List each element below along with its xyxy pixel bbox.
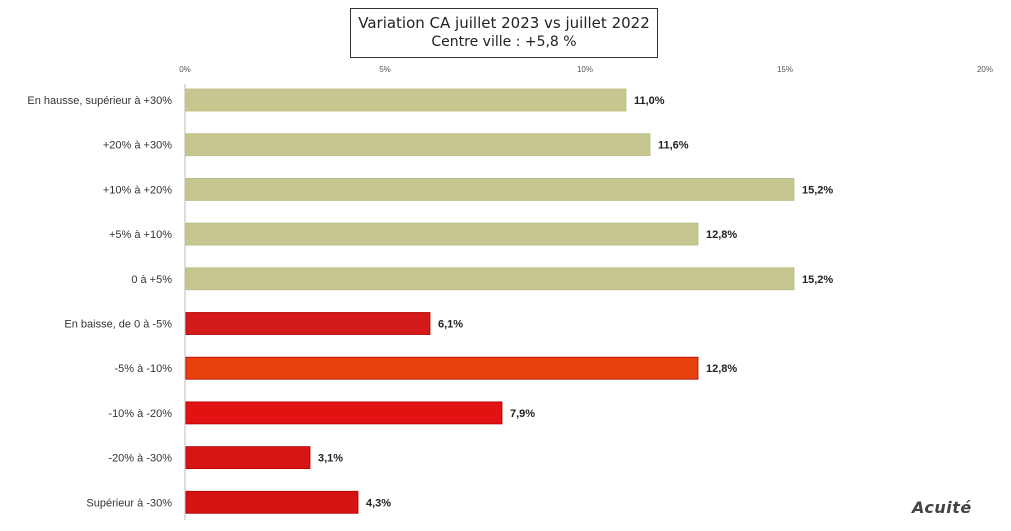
category-label: +20% à +30% [103,140,172,152]
x-tick-label: 20% [977,65,993,74]
category-label: En hausse, supérieur à +30% [27,95,172,107]
chart-subtitle: Centre ville : +5,8 % [431,34,577,50]
bar [185,312,431,335]
bar [185,133,651,157]
bar [185,177,795,201]
category-label: -10% à -20% [108,408,172,420]
bar-value-label: 3,1% [318,453,343,465]
x-tick-label: 15% [777,65,793,74]
chart-title-box: Variation CA juillet 2023 vs juillet 202… [350,8,658,58]
bar-value-label: 4,3% [366,497,391,509]
category-label: 0 à +5% [131,274,172,286]
bar [185,267,795,291]
bar-value-label: 6,1% [438,319,463,331]
bar-value-label: 15,2% [802,184,833,196]
category-label: -20% à -30% [108,453,172,465]
bar [185,88,627,112]
bar [185,490,359,514]
category-label: Supérieur à -30% [86,497,172,509]
x-tick-label: 5% [379,65,391,74]
bar-value-label: 12,8% [706,363,737,375]
bar [185,356,699,380]
bar-value-label: 7,9% [510,408,535,420]
bar-value-label: 11,0% [634,95,665,107]
category-label: En baisse, de 0 à -5% [64,319,172,331]
category-label: +10% à +20% [103,184,172,196]
chart-title: Variation CA juillet 2023 vs juillet 202… [358,14,650,32]
bar [185,446,311,470]
bar-value-label: 11,6% [658,140,689,152]
bar [185,222,699,246]
category-label: +5% à +10% [109,229,172,241]
x-tick-label: 10% [577,65,593,74]
bar-value-label: 15,2% [802,274,833,286]
x-tick-label: 0% [179,65,191,74]
category-label: -5% à -10% [115,363,173,375]
bar [185,401,503,425]
bar-value-label: 12,8% [706,229,737,241]
brand-logo: Acuité [912,498,972,517]
